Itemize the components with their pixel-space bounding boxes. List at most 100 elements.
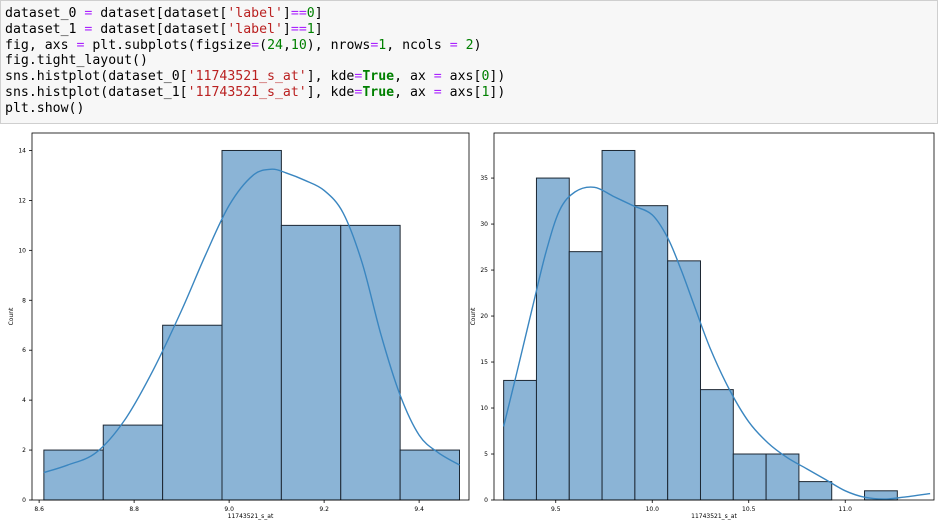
code-token: , ncols	[386, 37, 450, 53]
code-token: 1	[481, 84, 490, 100]
code-token: '11743521_s_at'	[187, 84, 307, 100]
code-token: ])	[489, 84, 506, 100]
code-token: dataset_0	[5, 6, 85, 21]
histogram-bar	[765, 453, 800, 501]
y-tick-label: 20	[480, 313, 488, 320]
code-token: True	[362, 84, 395, 100]
y-tick-label: 35	[480, 175, 488, 182]
output-figure: 8.6 8.8 9.0 9.2 9.4 0 2 4 6 8 10 12 14 11743521_s_at C…	[0, 127, 940, 528]
code-token: ==	[290, 21, 307, 37]
code-token: 10	[290, 37, 307, 53]
histogram-bar	[221, 149, 282, 501]
x-tick-label: 9.4	[414, 506, 424, 513]
histogram-bar	[732, 453, 767, 501]
y-tick-label: 10	[18, 247, 26, 254]
code-token: ,	[282, 37, 291, 53]
code-token: fig, axs	[5, 37, 77, 53]
y-tick-label: 10	[480, 405, 488, 412]
code-token: )	[473, 37, 482, 53]
x-tick-label: 8.6	[34, 506, 44, 513]
y-tick-label: 30	[480, 221, 488, 228]
histogram-bar	[340, 224, 401, 501]
code-token: 1	[306, 21, 315, 37]
code-line: dataset_1 = dataset[dataset['label']==1]	[5, 22, 933, 38]
code-token: ], kde	[306, 69, 355, 85]
histogram-bar	[399, 449, 460, 501]
y-tick-label: 12	[18, 197, 26, 204]
histogram-figure: 8.6 8.8 9.0 9.2 9.4 0 2 4 6 8 10 12 14 11743521_s_at C…	[8, 132, 935, 520]
code-token: 24	[267, 37, 283, 53]
code-token: ]	[282, 6, 291, 21]
x-tick-label: 11.0	[839, 506, 853, 513]
code-token: =	[354, 84, 363, 100]
code-token: dataset[dataset[	[92, 21, 228, 37]
code-token: , ax	[394, 69, 434, 85]
y-tick-label: 0	[22, 497, 26, 504]
code-line: sns.histplot(dataset_0['11743521_s_at'],…	[5, 69, 933, 85]
code-token: plt.show()	[5, 100, 85, 116]
code-token: , ax	[394, 84, 434, 100]
y-axis-label: Count	[8, 307, 15, 325]
code-token: plt.subplots(figsize	[84, 37, 252, 53]
x-tick-label: 9.0	[224, 506, 234, 513]
x-tick-label: 8.8	[129, 506, 139, 513]
histogram-bar	[102, 424, 164, 501]
y-tick-label: 0	[484, 497, 488, 504]
code-cell[interactable]: dataset_0 = dataset[dataset['label']==0]…	[0, 0, 938, 124]
code-line: fig, axs = plt.subplots(figsize=(24,10),…	[5, 38, 933, 54]
code-token: 0	[306, 6, 315, 21]
histogram-bar	[280, 224, 342, 501]
code-token: dataset_1	[5, 21, 85, 37]
code-token: sns.histplot(dataset_0[	[5, 69, 188, 85]
code-token: =	[433, 69, 442, 85]
code-token: =	[251, 37, 260, 53]
code-token: sns.histplot(dataset_1[	[5, 84, 188, 100]
code-token: ), nrows	[306, 37, 371, 53]
y-tick-label: 6	[22, 347, 26, 354]
histogram-bar	[699, 389, 734, 501]
y-axis-label: Count	[470, 307, 477, 325]
code-token: 2	[465, 37, 474, 53]
code-token: fig.tight_layout()	[5, 53, 148, 69]
code-token: ]	[314, 21, 323, 37]
code-token: ])	[489, 69, 506, 85]
code-line: plt.show()	[5, 101, 933, 117]
histogram-bar	[568, 251, 603, 501]
code-token: 'label'	[227, 21, 283, 37]
histogram-bar	[503, 379, 537, 501]
histogram-bar	[162, 324, 223, 501]
code-token: axs[	[441, 69, 482, 85]
code-token: 0	[481, 69, 490, 85]
code-token: ==	[290, 6, 307, 21]
code-token: 1	[378, 37, 387, 53]
code-token: True	[362, 69, 395, 85]
code-token: =	[370, 37, 379, 53]
code-token: =	[433, 84, 442, 100]
y-tick-label: 25	[480, 267, 488, 274]
code-token: =	[84, 6, 93, 21]
code-line: dataset_0 = dataset[dataset['label']==0]	[5, 6, 933, 22]
code-token: =	[76, 37, 85, 53]
y-tick-label: 5	[484, 451, 488, 458]
chart-panel-1: 8.6 8.8 9.0 9.2 9.4 0 2 4 6 8 10 12 14 11743521_s_at C…	[8, 132, 470, 520]
y-tick-label: 15	[480, 359, 488, 366]
code-token: '11743521_s_at'	[187, 69, 307, 85]
axes-frame	[31, 132, 470, 501]
code-token: ], kde	[306, 84, 355, 100]
kde-line	[502, 186, 931, 500]
code-token: (	[259, 37, 268, 53]
histogram-bar	[667, 260, 701, 501]
x-tick-label: 9.5	[551, 506, 561, 513]
x-tick-label: 9.2	[319, 506, 329, 513]
code-token	[458, 38, 466, 53]
x-tick-label: 10.0	[646, 506, 660, 513]
code-line: fig.tight_layout()	[5, 53, 933, 69]
code-token: =	[354, 69, 363, 85]
histogram-bar	[634, 205, 669, 501]
y-tick-label: 8	[22, 297, 26, 304]
code-token: ]	[282, 21, 291, 37]
code-line: sns.histplot(dataset_1['11743521_s_at'],…	[5, 85, 933, 101]
histogram-bar	[798, 481, 833, 501]
code-token: =	[449, 37, 458, 53]
code-token: 'label'	[227, 6, 283, 21]
